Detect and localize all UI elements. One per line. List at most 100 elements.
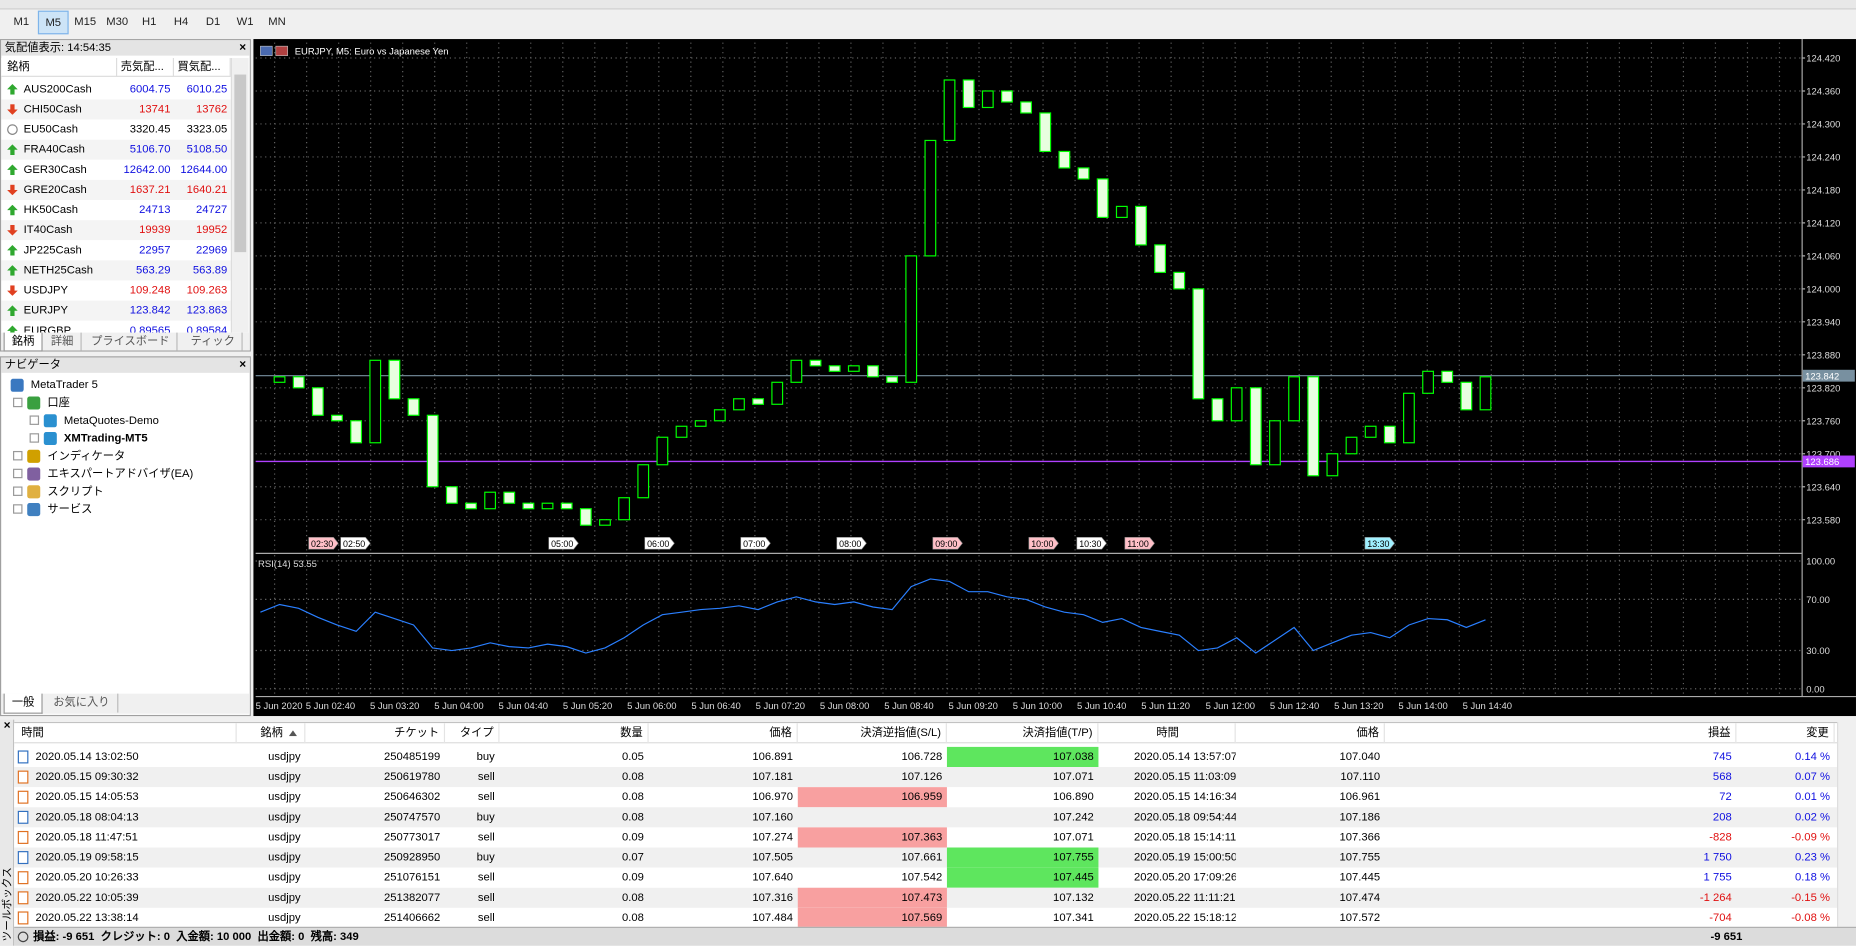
timeframe-button[interactable]: W1	[236, 15, 254, 29]
tab[interactable]: 一般	[3, 693, 43, 714]
symbol-row[interactable]: AUS200Cash 6004.75 6010.25	[1, 79, 231, 100]
column-header[interactable]: 変更	[1736, 723, 1835, 744]
expander[interactable]	[13, 397, 23, 408]
table-row[interactable]: 2020.05.14 13:02:50 usdjpy 250485199 buy 0.0…	[14, 746, 1838, 768]
ask: 123.863	[186, 304, 228, 318]
expander[interactable]	[13, 450, 23, 461]
scrollbar[interactable]	[1837, 722, 1856, 927]
symbol-row[interactable]: HK50Cash 24713 24727	[1, 200, 231, 221]
close-button[interactable]: ×	[239, 358, 247, 372]
candle-body	[388, 359, 401, 400]
x-tick-label: 5 Jun 11:20	[1141, 701, 1190, 712]
time-marker	[932, 537, 963, 550]
node-label[interactable]: MetaQuotes-Demo	[63, 414, 159, 428]
node-label[interactable]: 口座	[47, 396, 70, 410]
node-label[interactable]: XMTrading-MT5	[63, 432, 148, 446]
candle-body	[311, 387, 324, 416]
scrollbar[interactable]	[230, 57, 249, 333]
timeframe-button[interactable]: MN	[268, 15, 286, 29]
time-marker	[1124, 537, 1155, 550]
x-tick-label: 5 Jun 07:20	[756, 701, 805, 712]
expander[interactable]	[13, 504, 23, 514]
table-row[interactable]: 2020.05.22 10:05:39 usdjpy 251382077 sell 0.…	[14, 887, 1838, 908]
symbol-row[interactable]: FRA40Cash 5106.70 5108.50	[1, 139, 231, 160]
table-cell: 72	[1719, 790, 1732, 804]
candle-body	[426, 414, 439, 488]
close-button[interactable]: ×	[3, 719, 11, 733]
node-label[interactable]: スクリプト	[47, 485, 104, 499]
candle-body	[943, 79, 956, 142]
expander[interactable]	[29, 415, 40, 425]
column-header[interactable]: 決済指値(T/P)	[947, 723, 1099, 744]
table-cell: 2020.05.22 10:05:39	[35, 891, 139, 905]
table-cell: 208	[1712, 810, 1732, 824]
expander[interactable]	[13, 486, 23, 496]
symbol-row[interactable]: CHI50Cash 13741 13762	[1, 99, 231, 120]
node-label[interactable]: インディケータ	[47, 449, 126, 463]
symbol-row[interactable]: GER30Cash 12642.00 12644.00	[1, 159, 231, 180]
column-header[interactable]: 価格	[1236, 723, 1385, 744]
symbol: JP225Cash	[23, 243, 82, 257]
candle-body	[1096, 178, 1109, 218]
table-row[interactable]: 2020.05.18 08:04:13 usdjpy 250747570 buy 0.0…	[14, 807, 1838, 828]
symbol-row[interactable]: USDJPY 109.248 109.263	[1, 280, 231, 301]
table-cell: buy	[476, 851, 495, 865]
navigator-title: ナビゲータ	[4, 358, 61, 372]
table-row[interactable]: 2020.05.22 13:38:14 usdjpy 251406662 sell 0.…	[14, 907, 1838, 928]
symbol-icon	[260, 45, 273, 56]
node-label[interactable]: サービス	[47, 503, 93, 517]
timeframe-button[interactable]: M1	[13, 15, 30, 29]
symbol-row[interactable]: JP225Cash 22957 22969	[1, 240, 231, 261]
rsi-tick-label: 70.00	[1806, 595, 1830, 606]
candle-body	[1307, 376, 1320, 477]
column-header[interactable]: 損益	[1385, 723, 1737, 744]
bid: 13741	[139, 102, 171, 116]
node-label[interactable]: MetaTrader 5	[30, 378, 98, 392]
symbol-row[interactable]: EU50Cash 3320.45 3323.05	[1, 119, 231, 140]
symbol-row[interactable]: IT40Cash 19939 19952	[1, 220, 231, 241]
column-header[interactable]: 価格	[649, 723, 798, 744]
ask: 24727	[195, 203, 228, 217]
table-row[interactable]: 2020.05.15 14:05:53 usdjpy 250646302 sell 0.…	[14, 787, 1838, 808]
table-cell: 2020.05.18 11:47:51	[35, 830, 138, 844]
timeframe-button[interactable]: H4	[173, 15, 189, 29]
timeframe-button[interactable]: H1	[141, 15, 157, 29]
close-button[interactable]: ×	[239, 41, 247, 55]
timeframe-button[interactable]: D1	[205, 15, 221, 29]
column-header[interactable]: 数量	[500, 723, 649, 744]
expander[interactable]	[13, 468, 23, 479]
tab[interactable]: ティック	[183, 332, 244, 351]
table-row[interactable]: 2020.05.15 09:30:32 usdjpy 250619780 sell 0.…	[14, 767, 1838, 788]
symbol-row[interactable]: EURJPY 123.842 123.863	[1, 300, 231, 321]
table-row[interactable]: 2020.05.18 11:47:51 usdjpy 250773017 sell 0.…	[14, 827, 1838, 848]
y-tick-label: 123.640	[1806, 482, 1840, 493]
tab[interactable]: プライスボード	[84, 332, 178, 351]
tab[interactable]: 銘柄	[3, 332, 43, 352]
scroll-thumb[interactable]	[234, 74, 247, 253]
collapse-icon[interactable]	[17, 931, 29, 943]
column-header[interactable]: チケット	[305, 723, 446, 744]
column-header[interactable]: タイプ	[445, 723, 500, 744]
timeframe-button[interactable]: M15	[74, 15, 97, 29]
table-cell: 251406662	[384, 911, 441, 925]
symbol-row[interactable]: GRE20Cash 1637.21 1640.21	[1, 179, 231, 201]
column-header[interactable]: 時間	[14, 723, 237, 744]
node-label[interactable]: エキスパートアドバイザ(EA)	[47, 467, 194, 481]
symbol-row[interactable]: NETH25Cash 563.29 563.89	[1, 260, 231, 281]
column-header[interactable]: 銘柄	[237, 723, 306, 744]
column-header[interactable]: 決済逆指値(S/L)	[798, 723, 947, 744]
table-cell: 107.755	[1339, 851, 1381, 865]
tab[interactable]: 詳細	[44, 332, 82, 351]
table-row[interactable]: 2020.05.20 10:26:33 usdjpy 251076151 sell 0.…	[14, 867, 1838, 888]
column-header[interactable]: 時間	[1098, 723, 1236, 744]
candle-body	[924, 139, 937, 257]
table-row[interactable]: 2020.05.19 09:58:15 usdjpy 250928950 buy 0.0…	[14, 847, 1838, 868]
table-cell: 2020.05.19 09:58:15	[35, 851, 139, 865]
symbol-icon	[275, 45, 288, 56]
timeframe-button[interactable]: M30	[106, 15, 129, 29]
tab[interactable]: お気に入り	[46, 693, 118, 713]
timeframe-button[interactable]: M5	[37, 10, 69, 35]
expander[interactable]	[29, 433, 40, 443]
symbol: AUS200Cash	[23, 82, 92, 96]
symbol-row[interactable]: EURGBP 0.89565 0.89584	[1, 320, 231, 333]
